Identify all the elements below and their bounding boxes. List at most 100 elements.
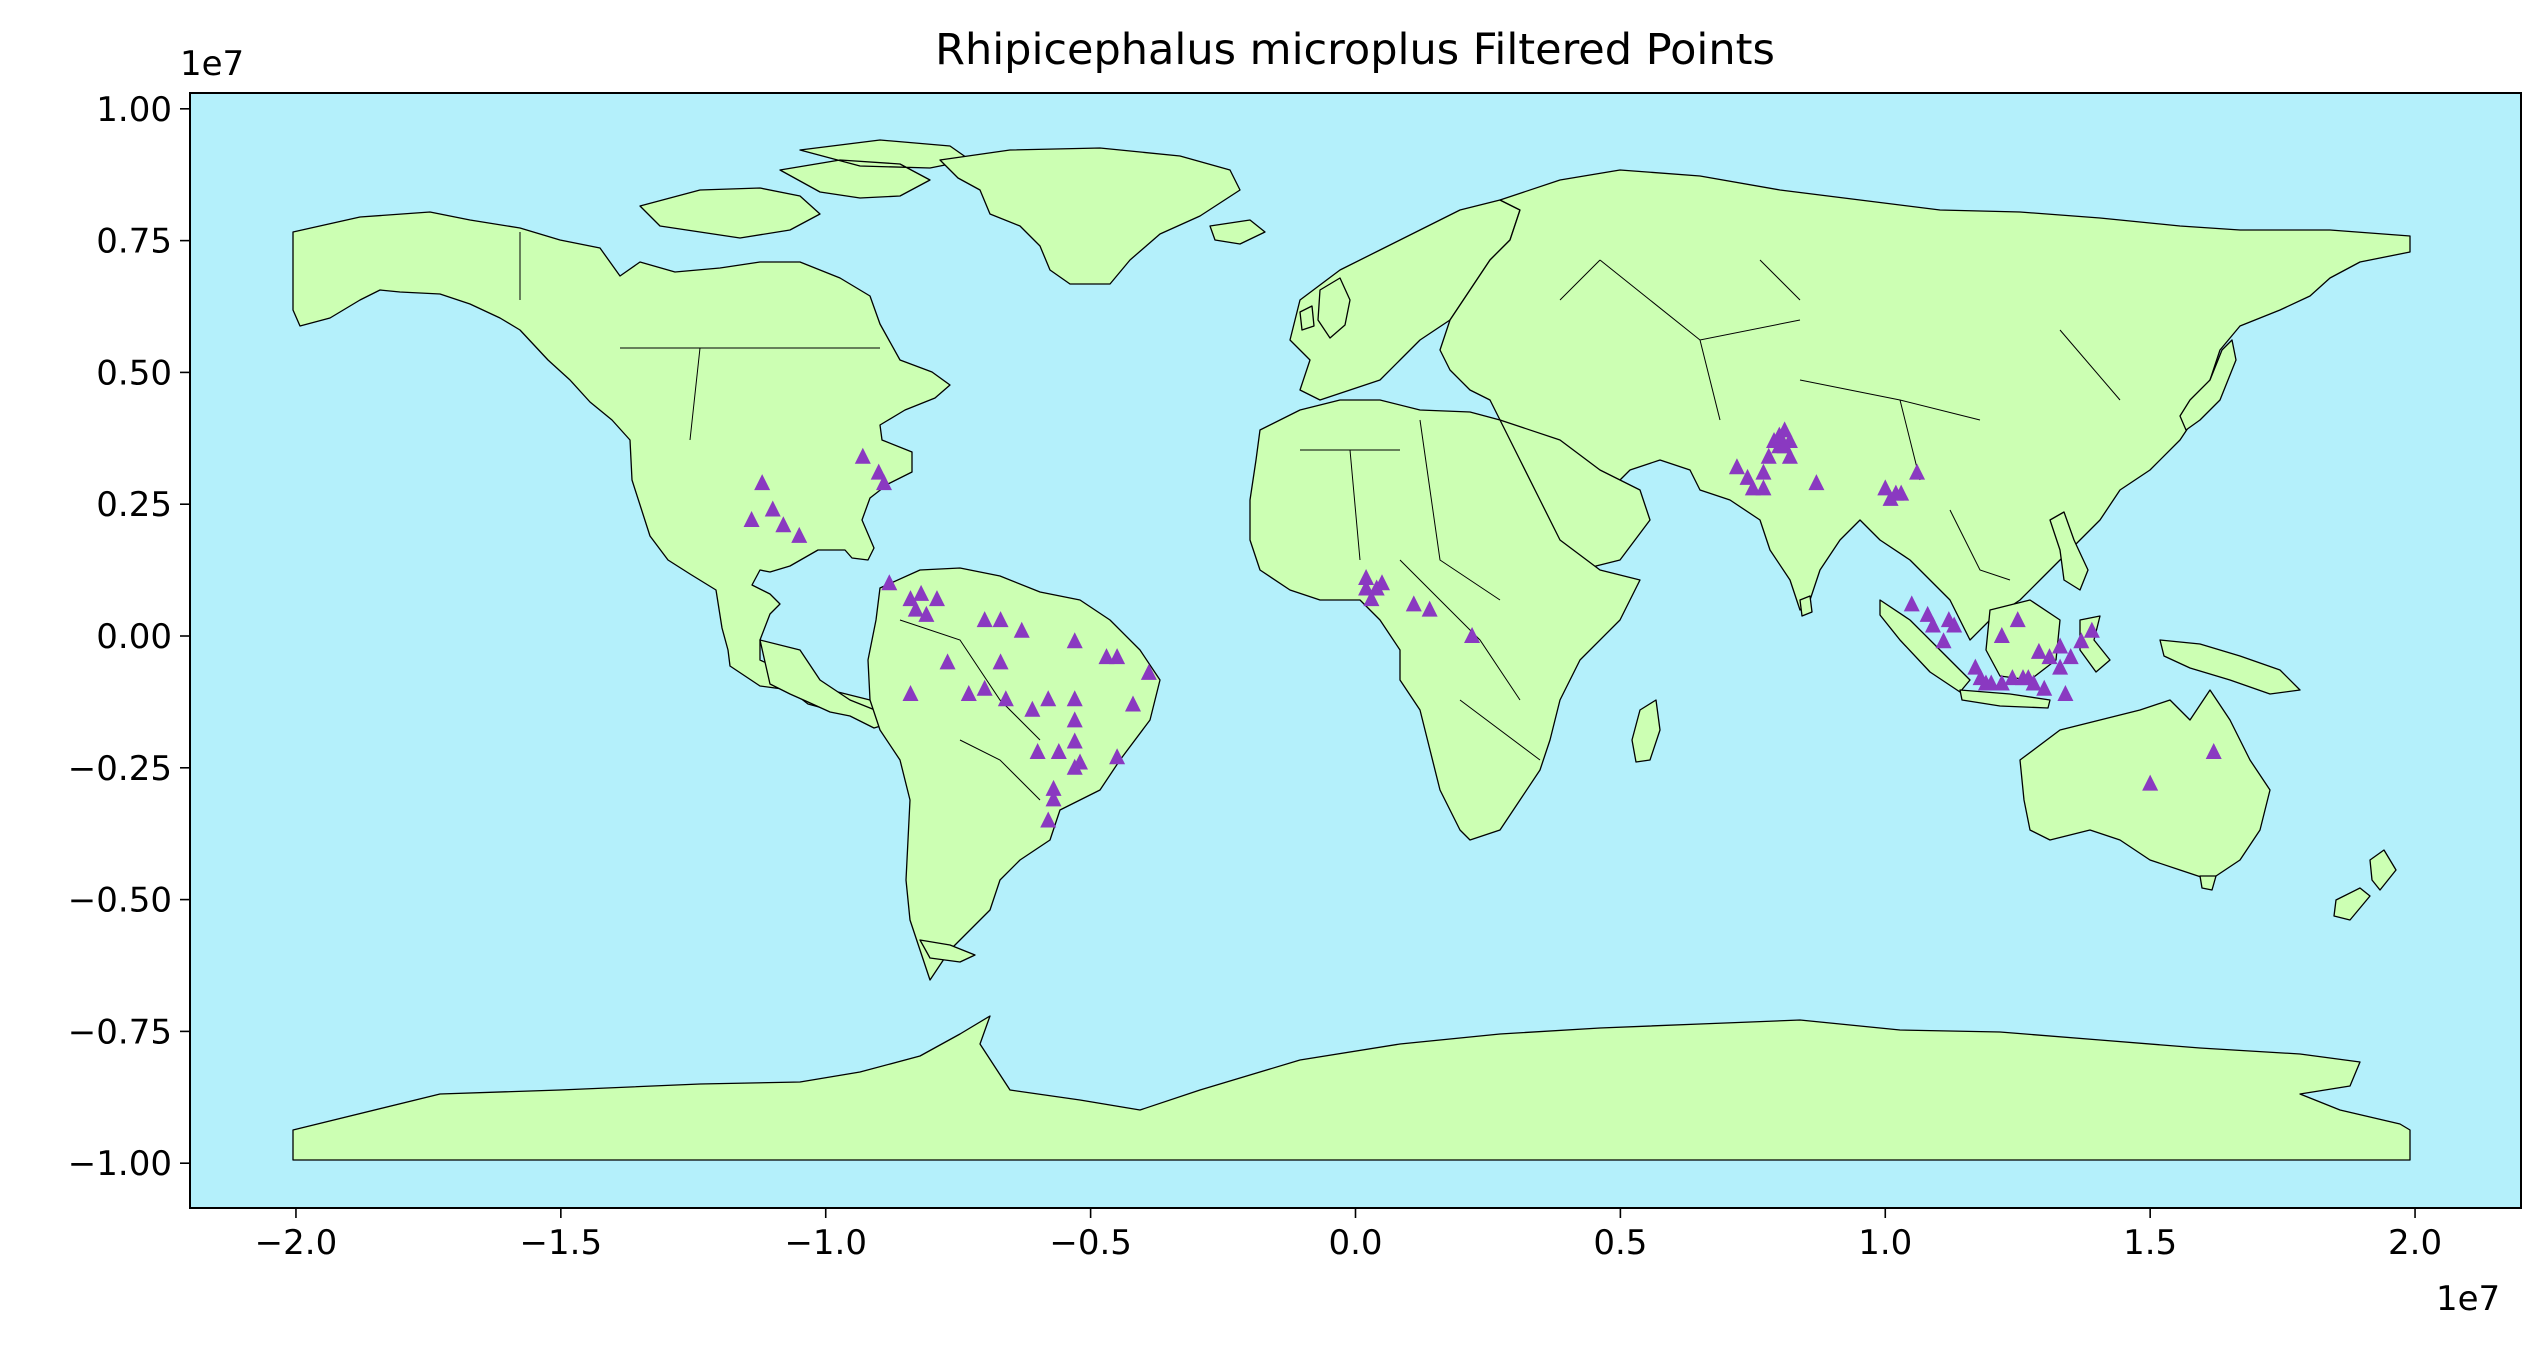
observation-marker [1040,690,1057,707]
observation-marker [775,516,792,533]
country-borders [519,232,2121,801]
observation-marker [913,584,930,601]
observation-marker [997,690,1014,707]
land-sulawesi [2079,615,2111,673]
x-tick-label: 2.0 [2388,1223,2442,1263]
observation-marker [1013,621,1030,638]
x-axis: −2.0 −1.5 −1.0 −0.5 0.0 0.5 1.0 1.5 2.0 [255,1208,2442,1263]
observation-marker [2052,637,2069,654]
land-new-guinea [2159,639,2301,695]
observation-marker [1744,479,1761,496]
observation-marker [992,611,1009,628]
y-tick-label: 0.50 [96,353,172,393]
observation-marker [2052,658,2069,675]
observation-marker [2083,621,2100,638]
observation-marker [1358,569,1375,586]
observation-marker [2025,674,2042,691]
observation-marker [854,447,871,464]
land-tasmania [2199,875,2217,891]
observation-marker [902,590,919,607]
observation-marker [902,684,919,701]
observation-marker [1728,458,1745,475]
observation-marker [939,653,956,670]
y-offset-label: 1e7 [180,44,244,84]
observation-marker [1066,711,1083,728]
observation-marker [1877,479,1894,496]
y-tick-label: −1.00 [68,1144,172,1184]
x-tick-label: 1.5 [2123,1223,2177,1263]
observation-marker [1755,463,1772,480]
landmasses [292,139,2411,1161]
observation-marker [2057,684,2074,701]
land-japan [2179,339,2237,431]
observation-marker [1924,616,1941,633]
observation-marker [1935,632,1952,649]
x-tick-label: −1.5 [520,1223,603,1263]
land-central-america [759,639,885,729]
observation-marker [1045,790,1062,807]
land-britain [1299,277,1351,339]
land-philippines [2049,511,2089,591]
y-tick-label: −0.75 [68,1012,172,1052]
y-axis: 1.00 0.75 0.50 0.25 0.00 −0.25 −0.50 −0.75 −1.00 [68,90,190,1184]
x-tick-label: −0.5 [1049,1223,1132,1263]
observation-marker [881,574,898,591]
observation-marker [1421,600,1438,617]
observation-marker [976,611,993,628]
y-tick-label: 0.25 [96,485,172,525]
observation-marker [754,474,771,491]
observation-marker [1024,700,1041,717]
observation-marker [1946,616,1963,633]
y-tick-label: 0.00 [96,617,172,657]
observation-marker [1776,421,1793,438]
x-tick-label: 0.0 [1328,1223,1382,1263]
observation-marker [1109,648,1126,665]
land-new-zealand [2333,849,2397,921]
land-greenland [939,147,1241,285]
observation-marker [907,600,924,617]
observation-marker [1066,632,1083,649]
observation-marker [1739,468,1756,485]
observation-marker [2142,774,2159,791]
observation-marker [1124,695,1141,712]
observation-marker [1909,463,1926,480]
observation-marker [791,526,808,543]
x-tick-label: −2.0 [255,1223,338,1263]
observation-marker [1893,484,1910,501]
land-iceland [1209,219,1266,245]
observation-marker [960,684,977,701]
observation-marker [2004,669,2021,686]
land-borneo [1985,599,2061,681]
observation-marker [992,653,1009,670]
observation-marker [1358,579,1375,596]
x-tick-label: 1.0 [1858,1223,1912,1263]
observation-marker [1140,663,1157,680]
x-tick-label: −1.0 [784,1223,867,1263]
observation-marker [1066,690,1083,707]
land-tierra-del-fuego [919,939,976,963]
observation-marker [1967,658,1984,675]
observation-marker [1098,648,1115,665]
observation-marker [876,474,893,491]
observation-marker [1781,447,1798,464]
y-tick-label: 0.75 [96,222,172,262]
observation-marker [1755,479,1772,496]
observation-marker [1109,748,1126,765]
land-antarctica [292,1015,2411,1161]
observation-marker [764,500,781,517]
observation-marker [2036,679,2053,696]
observation-marker [2009,611,2026,628]
observation-marker [870,463,887,480]
y-tick-label: −0.25 [68,749,172,789]
observation-marker [1903,595,1920,612]
x-offset-label: 1e7 [2436,1279,2500,1319]
y-tick-label: −0.50 [68,881,172,921]
observation-marker [1029,742,1046,759]
x-tick-label: 0.5 [1593,1223,1647,1263]
observation-marker [1363,590,1380,607]
observation-marker [2062,648,2079,665]
observation-marker [1066,758,1083,775]
observation-marker [2073,632,2090,649]
observation-marker [1040,811,1057,828]
